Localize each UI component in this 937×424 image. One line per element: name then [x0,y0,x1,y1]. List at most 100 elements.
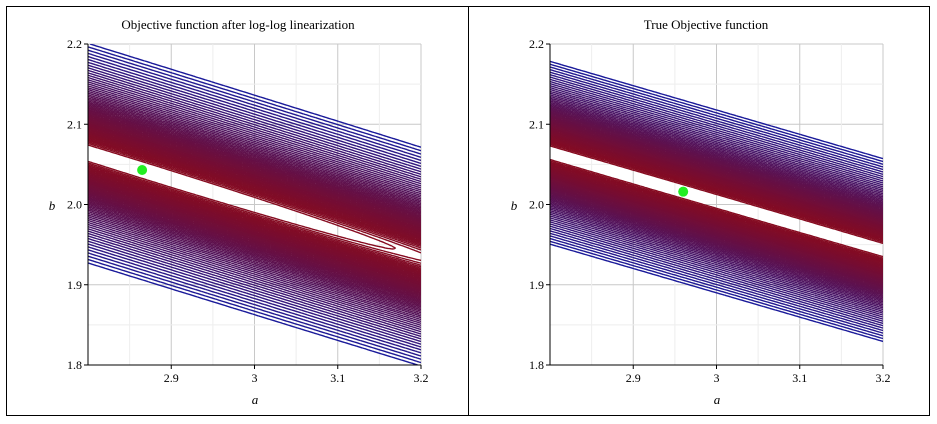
contour-line [88,61,421,348]
contour-line [88,123,421,286]
contour-line [88,85,421,324]
contour-line [550,66,883,337]
contour-line [550,114,883,289]
y-tick-label: 2.2 [529,37,544,51]
contour-line [88,141,421,264]
contour-line [88,130,421,278]
contour-line [550,106,883,296]
x-tick-label: 3.2 [876,371,891,385]
contour-line [550,87,883,316]
y-tick-label: 1.8 [67,358,82,372]
plot-area [549,43,884,366]
contour-line [88,95,421,314]
x-tick-label: 3.1 [330,371,345,385]
contour-line [550,121,883,282]
contour-line [88,102,421,307]
contour-line [88,72,421,338]
contour-line [550,111,883,292]
contour-line [550,110,883,293]
y-axis-label: b [49,198,56,213]
contour-line [88,140,421,266]
contour-line [550,105,883,298]
contour-line [550,139,883,263]
contour-line [88,64,421,345]
contour-line [88,115,421,294]
contour-line [88,67,421,343]
contour-line [550,92,883,311]
contour-line [550,137,883,266]
contour-line [88,111,421,298]
contour-line [88,88,421,321]
contour-line [88,94,421,316]
contour-line [550,98,883,304]
contour-line [88,49,421,360]
contour-line [550,94,883,309]
contour-line [88,83,421,326]
x-tick-label: 3.2 [414,371,429,385]
y-tick-label: 2.2 [67,37,82,51]
contour-line [550,137,883,265]
contour-line [88,113,421,296]
contour-line [550,95,883,307]
minimum-point-marker [137,164,148,175]
contour-line [88,105,421,304]
contour-line [550,118,883,285]
panel-divider [468,6,469,416]
contour-line [88,90,421,319]
y-axis-label: b [511,198,518,213]
contour-line [550,71,883,332]
contour-line [88,126,421,282]
contour-line [88,55,421,354]
contour-line [550,88,883,314]
contour-line [88,76,421,333]
minimum-point-marker [678,186,689,197]
chart-title: True Objective function [644,17,769,32]
x-tick-label: 3 [252,371,258,385]
contour-line [550,141,883,262]
contour-line [88,134,421,273]
contour-line [88,119,421,289]
contour-line [88,108,421,300]
contour-line [88,79,421,331]
contour-line [88,112,421,297]
contour-line [88,128,421,281]
contour-line [550,76,883,327]
contour-line [88,136,421,271]
contour-line [88,132,421,276]
contour-line [550,74,883,329]
contour-line [88,117,421,291]
contour-line [88,104,421,305]
contour-line [550,120,883,283]
y-tick-label: 1.9 [67,278,82,292]
contour-line [88,138,421,268]
contour-line [88,52,421,357]
contour-line [550,83,883,320]
y-tick-label: 2.1 [529,117,544,131]
contour-line [88,116,421,293]
x-tick-label: 3.1 [792,371,807,385]
plot-area [87,43,422,366]
contour-line [550,115,883,288]
contour-line [88,128,421,280]
contour-line [550,85,883,318]
contour-line [550,109,883,294]
contour-line [88,101,421,308]
contour-line [550,118,883,284]
contour-line [88,127,421,281]
contour-line [88,92,421,317]
tick-labels: 2.9 3 3.1 3.2 1.8 1.9 2.0 2.1 2.2 [67,37,429,385]
chart-title: Objective function after log-log lineari… [121,17,355,32]
contour-line [88,120,421,288]
contour-line [88,98,421,311]
contour-line [88,58,421,351]
contour-line [88,133,421,275]
contour-line [550,63,883,340]
contour-line [88,114,421,295]
contour-line [550,138,883,264]
contour-line [88,107,421,302]
contour-line [550,113,883,290]
contour-line [550,116,883,287]
contour-line [550,101,883,301]
